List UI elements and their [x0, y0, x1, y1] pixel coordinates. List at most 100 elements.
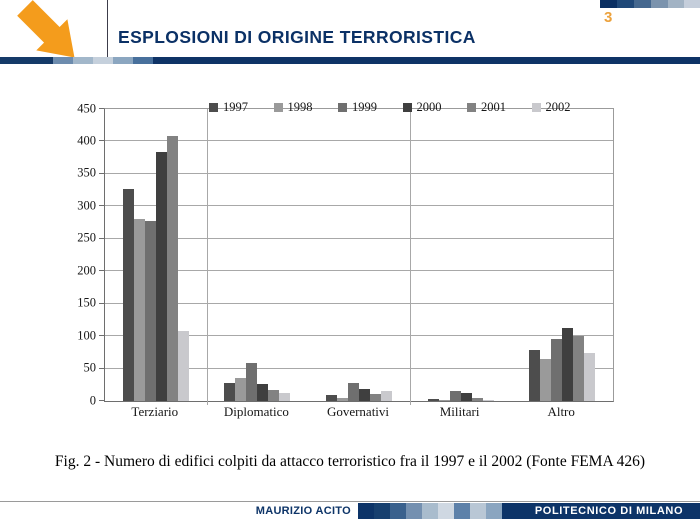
y-tick	[99, 335, 104, 337]
legend-swatch	[209, 103, 218, 112]
bar-1997-militari	[427, 399, 439, 401]
bar-2001-governativi	[369, 393, 381, 401]
gradient-segment	[133, 57, 153, 64]
bar-group-terziario	[105, 109, 207, 401]
header-gradient-strip	[0, 57, 700, 64]
gridline	[105, 335, 613, 337]
legend-label: 2000	[416, 100, 442, 114]
gradient-segment	[113, 57, 133, 64]
footer-divider	[0, 501, 700, 502]
page-title: ESPLOSIONI DI ORIGINE TERRORISTICA	[118, 27, 476, 47]
legend-label: 2002	[545, 100, 571, 114]
y-tick-label: 250	[77, 230, 96, 245]
gradient-segment	[422, 503, 438, 519]
legend-swatch	[531, 103, 541, 112]
slide-footer: MAURIZIO ACITO POLITECNICO DI MILANO	[0, 503, 700, 519]
legend-swatch	[273, 103, 283, 112]
bar-1998-militari	[438, 400, 450, 401]
bar-1999-militari	[449, 390, 461, 401]
bar-2002-altro	[584, 352, 596, 401]
legend-item-2000: 2000	[402, 100, 468, 115]
bar-2001-altro	[573, 336, 585, 401]
bar-1997-altro	[529, 350, 541, 401]
gradient-segment	[668, 0, 684, 8]
bar-1999-diplomatico	[246, 363, 258, 401]
gridline	[105, 270, 613, 272]
gridline	[105, 302, 613, 304]
gradient-segment	[502, 503, 518, 519]
gradient-segment	[617, 0, 634, 8]
slide-header: ESPLOSIONI DI ORIGINE TERRORISTICA 3	[0, 0, 700, 58]
x-category-label: Diplomatico	[223, 404, 289, 419]
bar-2002-militari	[482, 400, 494, 401]
legend-item-1997: 1997	[209, 100, 274, 115]
bar-2001-diplomatico	[268, 389, 280, 401]
y-tick	[99, 367, 104, 369]
x-axis-labels: Terziario Diplomatico Governativi Militari A…	[104, 404, 612, 420]
x-category-label: Altro	[547, 404, 575, 419]
legend-label: 1997	[223, 100, 248, 114]
plot-area	[99, 108, 614, 405]
x-category-label: Terziario	[131, 404, 179, 419]
bar-group-diplomatico	[207, 109, 309, 401]
bar-group-governativi	[308, 109, 410, 401]
y-axis: 0 50 100 150 200 250 300 350 400 450	[55, 102, 99, 406]
legend-swatch	[467, 103, 476, 112]
y-tick	[99, 140, 104, 142]
gradient-segment	[634, 0, 651, 8]
bar-2001-militari	[471, 398, 483, 401]
y-tick-label: 50	[83, 360, 97, 375]
page-number: 3	[604, 9, 613, 26]
bar-1999-governativi	[347, 383, 359, 401]
bar-2000-terziario	[155, 151, 167, 401]
legend-label: 1998	[287, 100, 313, 114]
y-tick	[99, 400, 104, 401]
legend-label: 2001	[481, 100, 506, 114]
bar-2002-terziario	[177, 330, 189, 401]
bar-1997-governativi	[325, 394, 337, 401]
top-right-gradient-strip	[600, 0, 700, 8]
bar-1999-altro	[551, 339, 563, 401]
bar-1998-terziario	[133, 218, 145, 401]
legend-item-1998: 1998	[273, 100, 339, 115]
figure-caption: Fig. 2 - Numero di edifici colpiti da at…	[54, 453, 646, 470]
bar-2000-militari	[460, 393, 472, 401]
gradient-segment	[390, 503, 406, 519]
gradient-segment	[486, 503, 502, 519]
bar-2000-governativi	[358, 389, 370, 401]
x-category-label: Governativi	[326, 404, 390, 419]
y-tick	[99, 237, 104, 239]
gridline	[105, 237, 613, 239]
gradient-segment	[0, 57, 53, 64]
gradient-segment	[470, 503, 486, 519]
gradient-segment	[438, 503, 454, 519]
bar-2002-governativi	[380, 390, 392, 401]
gradient-segment	[374, 503, 390, 519]
legend-item-2001: 2001	[467, 100, 532, 115]
bar-1999-terziario	[144, 220, 156, 401]
y-tick-label: 350	[77, 165, 96, 180]
footer-institution: POLITECNICO DI MILANO	[518, 503, 700, 519]
y-tick	[99, 108, 104, 109]
legend-item-1999: 1999	[338, 100, 403, 115]
gradient-segment	[93, 57, 113, 64]
bar-1998-altro	[540, 358, 552, 401]
y-tick	[99, 270, 104, 272]
bar-2001-terziario	[166, 135, 178, 401]
footer-author: MAURIZIO ACITO	[0, 503, 358, 519]
gradient-segment	[406, 503, 422, 519]
gradient-segment	[153, 57, 700, 64]
legend-swatch	[402, 103, 412, 112]
gridline	[105, 367, 613, 369]
gridline	[105, 205, 613, 207]
gradient-segment	[73, 57, 93, 64]
logo-box	[0, 0, 108, 58]
y-tick-label: 300	[77, 198, 96, 213]
y-tick-label: 150	[77, 295, 96, 310]
y-tick	[99, 302, 104, 304]
gridline-vertical	[409, 109, 411, 405]
bar-2002-diplomatico	[279, 392, 291, 401]
bar-2000-altro	[562, 327, 574, 401]
bar-group-militari	[410, 109, 512, 401]
y-tick	[99, 205, 104, 207]
